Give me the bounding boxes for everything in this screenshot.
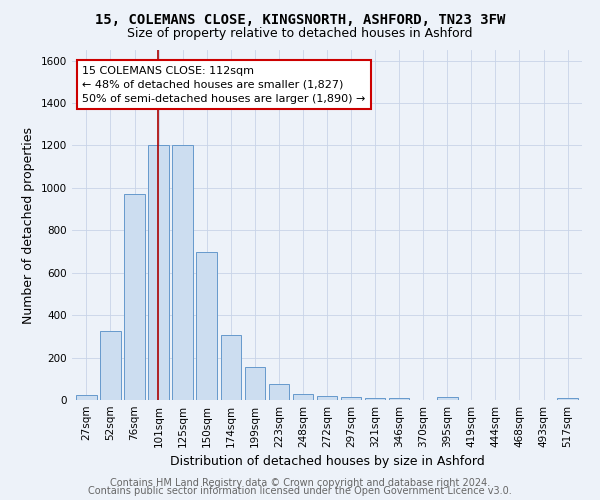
Bar — [269, 384, 289, 400]
X-axis label: Distribution of detached houses by size in Ashford: Distribution of detached houses by size … — [170, 456, 484, 468]
Text: 15, COLEMANS CLOSE, KINGSNORTH, ASHFORD, TN23 3FW: 15, COLEMANS CLOSE, KINGSNORTH, ASHFORD,… — [95, 12, 505, 26]
Bar — [389, 398, 409, 400]
Bar — [196, 252, 217, 400]
Bar — [365, 398, 385, 400]
Bar — [245, 367, 265, 400]
Text: 15 COLEMANS CLOSE: 112sqm
← 48% of detached houses are smaller (1,827)
50% of se: 15 COLEMANS CLOSE: 112sqm ← 48% of detac… — [82, 66, 365, 104]
Bar — [172, 146, 193, 400]
Text: Contains public sector information licensed under the Open Government Licence v3: Contains public sector information licen… — [88, 486, 512, 496]
Bar — [293, 394, 313, 400]
Bar — [148, 146, 169, 400]
Y-axis label: Number of detached properties: Number of detached properties — [22, 126, 35, 324]
Bar — [100, 331, 121, 400]
Bar — [341, 398, 361, 400]
Text: Size of property relative to detached houses in Ashford: Size of property relative to detached ho… — [127, 28, 473, 40]
Bar — [76, 394, 97, 400]
Bar — [124, 194, 145, 400]
Bar — [557, 398, 578, 400]
Text: Contains HM Land Registry data © Crown copyright and database right 2024.: Contains HM Land Registry data © Crown c… — [110, 478, 490, 488]
Bar — [317, 396, 337, 400]
Bar — [437, 397, 458, 400]
Bar — [221, 336, 241, 400]
